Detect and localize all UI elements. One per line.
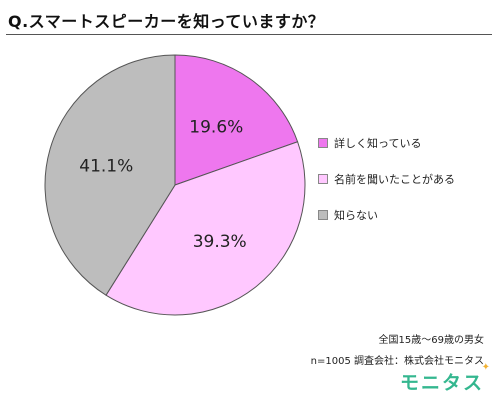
legend: 詳しく知っている 名前を聞いたことがある 知らない [318,137,455,245]
footer-notes: 全国15歳～69歳の男女 n=1005 調査会社：株式会社モニタス [311,330,484,372]
legend-label-detailed: 詳しく知っている [334,137,422,150]
sparkle-icon: ✦ [481,362,490,373]
label-detailed: 19.6% [189,118,243,138]
brand-logo: モニタス [399,372,484,394]
title-divider [6,34,492,35]
chart-title: Q.スマートスピーカーを知っていますか？ [8,12,325,31]
survey-subject: 全国15歳～69歳の男女 [378,335,484,346]
legend-swatch-unaware [318,210,328,220]
legend-item-unaware: 知らない [318,209,455,222]
legend-swatch-heard [318,174,328,184]
slice-heard [105,141,306,316]
slice-unaware [44,54,176,296]
label-unaware: 41.1% [79,156,133,176]
legend-swatch-detailed [318,138,328,148]
legend-item-heard: 名前を聞いたことがある [318,173,455,186]
legend-label-unaware: 知らない [334,209,378,222]
legend-item-detailed: 詳しく知っている [318,137,455,150]
label-heard: 39.3% [193,232,247,252]
survey-info: n=1005 調査会社：株式会社モニタス [310,356,484,367]
legend-label-heard: 名前を聞いたことがある [334,173,455,186]
